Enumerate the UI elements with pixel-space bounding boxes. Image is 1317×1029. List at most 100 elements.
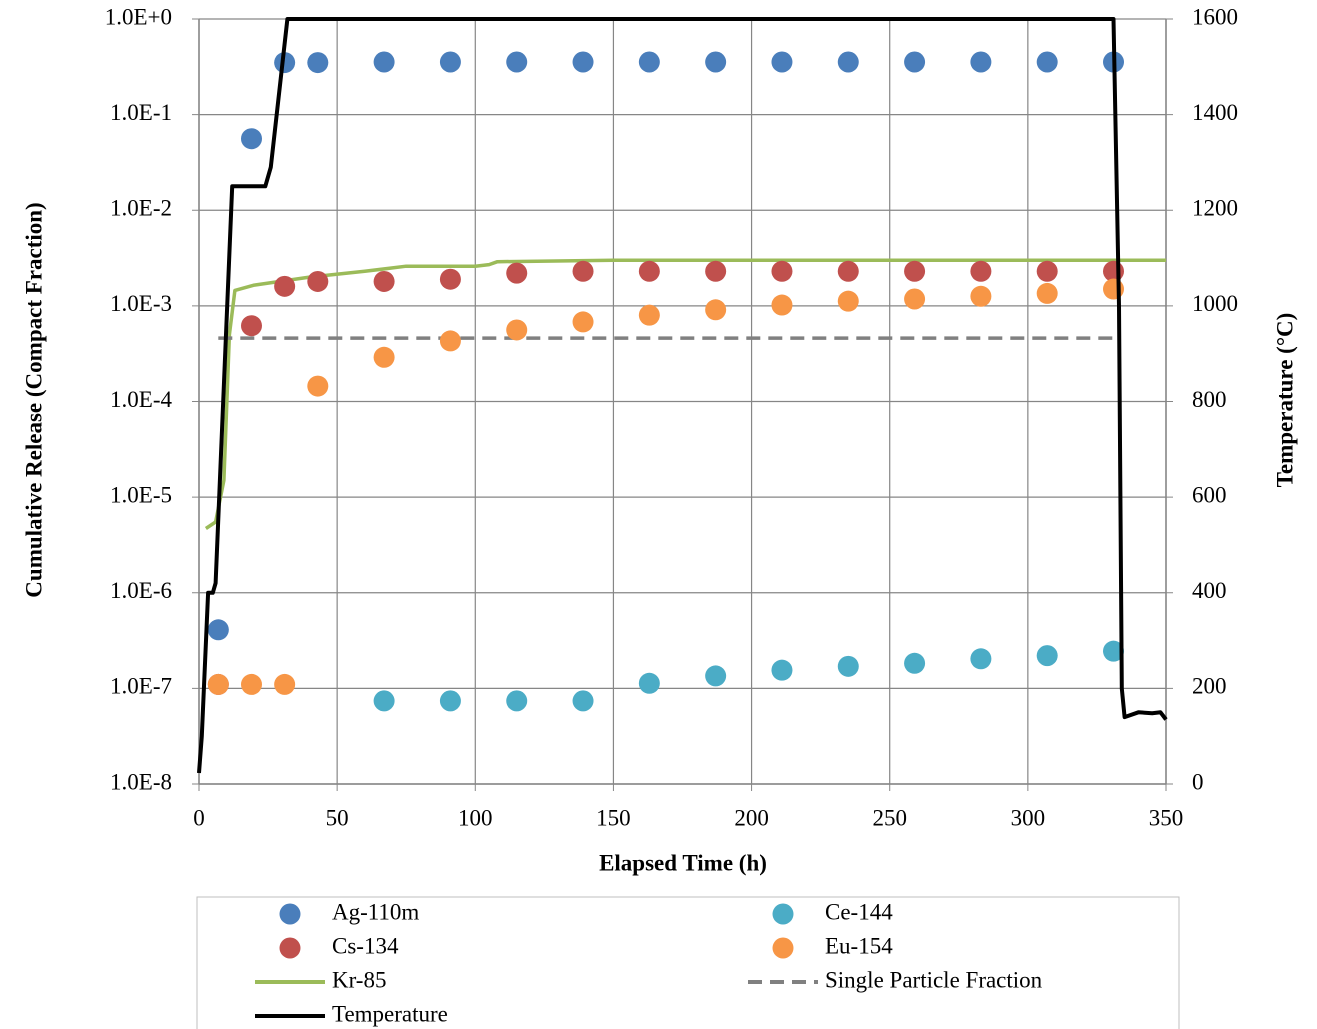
point	[506, 690, 528, 712]
legend-box	[196, 896, 1180, 1029]
point	[207, 619, 229, 641]
point	[439, 330, 461, 352]
x-tick-label: 350	[1149, 805, 1184, 830]
point	[1036, 260, 1058, 282]
point	[837, 290, 859, 312]
point	[904, 51, 926, 73]
point	[1103, 640, 1125, 662]
point	[771, 294, 793, 316]
point	[837, 51, 859, 73]
point	[572, 311, 594, 333]
legend-swatch	[279, 903, 301, 925]
point	[572, 51, 594, 73]
legend-label: Ce-144	[825, 899, 893, 924]
point	[970, 260, 992, 282]
y2-tick-label: 1400	[1192, 100, 1238, 125]
point	[1103, 278, 1125, 300]
point	[240, 673, 262, 695]
point	[240, 315, 262, 337]
x-tick-label: 200	[734, 805, 769, 830]
legend-label: Ag-110m	[332, 899, 419, 924]
point	[373, 270, 395, 292]
legend-label: Cs-134	[332, 933, 399, 958]
y-tick-label: 1.0E-2	[110, 196, 172, 221]
point	[506, 51, 528, 73]
point	[572, 260, 594, 282]
point	[307, 52, 329, 74]
y2-tick-label: 1600	[1192, 4, 1238, 29]
point	[837, 260, 859, 282]
x-tick-label: 100	[458, 805, 493, 830]
point	[439, 268, 461, 290]
grid	[198, 18, 1167, 785]
point	[506, 319, 528, 341]
y2-tick-label: 400	[1192, 578, 1227, 603]
legend-swatch	[772, 937, 794, 959]
legend-label: Kr-85	[332, 967, 386, 992]
point	[638, 672, 660, 694]
point	[904, 288, 926, 310]
point	[373, 51, 395, 73]
y2-tick-label: 600	[1192, 482, 1227, 507]
point	[240, 128, 262, 150]
y2-tick-label: 200	[1192, 674, 1227, 699]
y2-tick-label: 0	[1192, 769, 1204, 794]
line	[204, 258, 1166, 530]
point	[307, 270, 329, 292]
x-tick-label: 50	[326, 805, 349, 830]
point	[904, 260, 926, 282]
point	[970, 51, 992, 73]
y-tick-label: 1.0E-7	[110, 674, 172, 699]
point	[274, 52, 296, 74]
point	[638, 51, 660, 73]
point	[771, 659, 793, 681]
y-tick-label: 1.0E-1	[110, 100, 172, 125]
y-tick-label: 1.0E-4	[110, 387, 172, 412]
point	[705, 665, 727, 687]
y2-axis-title: Temperature (°C)	[1272, 313, 1297, 488]
point	[1036, 51, 1058, 73]
point	[1036, 282, 1058, 304]
point	[274, 275, 296, 297]
point	[439, 690, 461, 712]
x-tick-label: 150	[596, 805, 631, 830]
point	[1036, 645, 1058, 667]
y-tick-label: 1.0E+0	[105, 4, 172, 29]
point	[506, 262, 528, 284]
y-axis-title: Cumulative Release (Compact Fraction)	[21, 202, 46, 597]
point	[373, 690, 395, 712]
point	[705, 51, 727, 73]
legend-label: Single Particle Fraction	[825, 967, 1043, 992]
y-tick-label: 1.0E-6	[110, 578, 172, 603]
point	[904, 652, 926, 674]
y2-tick-label: 1200	[1192, 196, 1238, 221]
legend-swatch	[772, 903, 794, 925]
y2-tick-label: 800	[1192, 387, 1227, 412]
point	[970, 648, 992, 670]
x-axis-title: Elapsed Time (h)	[599, 850, 767, 875]
point	[307, 375, 329, 397]
x-tick-label: 300	[1011, 805, 1046, 830]
point	[207, 673, 229, 695]
legend-label: Eu-154	[825, 933, 893, 958]
legend-label: Temperature	[332, 1001, 448, 1026]
y2-tick-label: 1000	[1192, 291, 1238, 316]
point	[705, 260, 727, 282]
point	[771, 260, 793, 282]
y-tick-label: 1.0E-8	[110, 769, 172, 794]
point	[771, 51, 793, 73]
point	[274, 673, 296, 695]
point	[837, 655, 859, 677]
point	[638, 304, 660, 326]
point	[572, 690, 594, 712]
y-tick-label: 1.0E-3	[110, 291, 172, 316]
x-tick-label: 0	[193, 805, 205, 830]
x-tick-label: 250	[872, 805, 907, 830]
line	[197, 17, 1168, 774]
point	[439, 51, 461, 73]
point	[705, 299, 727, 321]
point	[638, 260, 660, 282]
legend-swatch	[279, 937, 301, 959]
y-tick-label: 1.0E-5	[110, 482, 172, 507]
